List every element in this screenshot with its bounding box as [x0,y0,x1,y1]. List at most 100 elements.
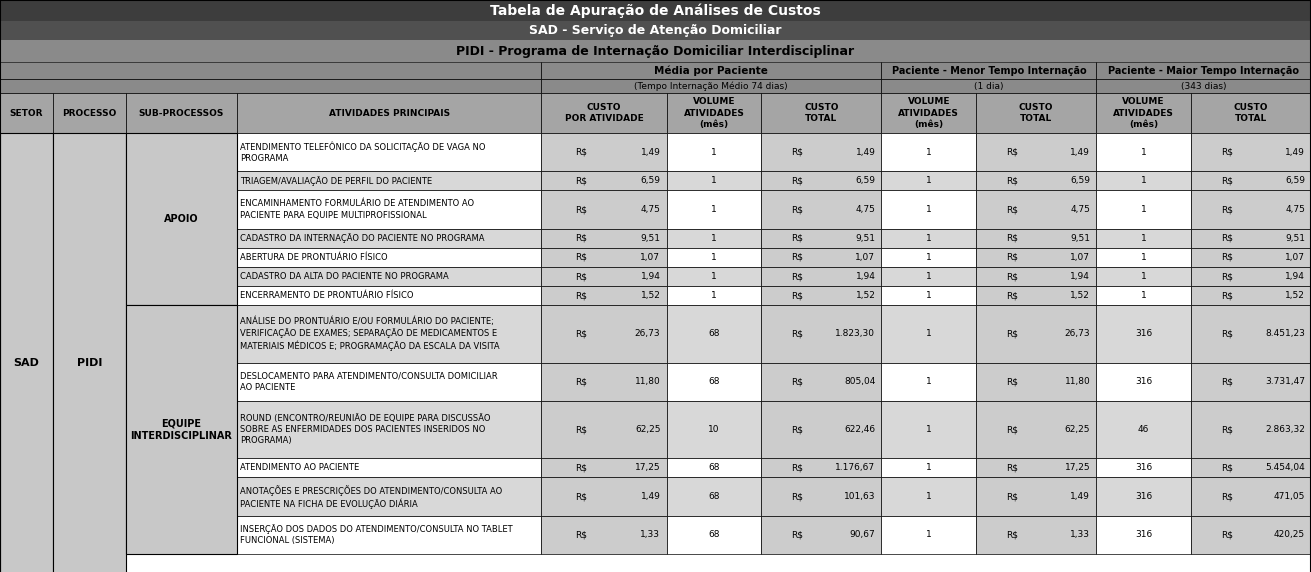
Bar [762,190,881,229]
Text: R$: R$ [792,492,804,501]
Text: 1,94: 1,94 [1285,272,1304,281]
Text: (1 dia): (1 dia) [974,81,1004,90]
Text: R$: R$ [792,378,804,386]
Bar [541,229,667,248]
Text: APOIO: APOIO [164,214,199,224]
Bar [237,516,541,554]
Bar [237,305,541,363]
Bar [52,267,126,286]
Bar [881,171,977,190]
Text: Média por Paciente: Média por Paciente [654,65,768,76]
Bar [52,133,126,171]
Bar [541,458,667,478]
Bar [1096,478,1192,516]
Bar [977,171,1096,190]
Bar [541,363,667,401]
Bar [126,248,237,267]
Bar [667,305,762,363]
Bar [126,190,237,229]
Text: R$: R$ [576,425,587,434]
Bar [237,478,541,516]
Text: 1: 1 [1141,272,1147,281]
Text: 10: 10 [708,425,720,434]
Bar [126,305,237,363]
Bar [126,171,237,190]
Bar [881,286,977,305]
Bar [1192,478,1311,516]
Text: 420,25: 420,25 [1274,530,1304,539]
Text: PIDI: PIDI [76,358,102,368]
Text: ENCERRAMENTO DE PRONTUÁRIO FÍSICO: ENCERRAMENTO DE PRONTUÁRIO FÍSICO [240,291,413,300]
Bar [1096,171,1192,190]
Text: 26,73: 26,73 [1065,329,1091,339]
Text: 9,51: 9,51 [640,234,661,243]
Bar [0,79,541,93]
Bar [762,133,881,171]
Text: 1,52: 1,52 [1285,291,1304,300]
Text: R$: R$ [792,148,804,157]
Text: R$: R$ [1007,329,1019,339]
Text: ROUND (ENCONTRO/REUNIÃO DE EQUIPE PARA DISCUSSÃO
SOBRE AS ENFERMIDADES DOS PACIE: ROUND (ENCONTRO/REUNIÃO DE EQUIPE PARA D… [240,414,490,445]
Bar [541,478,667,516]
Bar [762,516,881,554]
Bar [52,229,126,248]
Bar [1096,363,1192,401]
Bar [126,363,237,401]
Bar [881,229,977,248]
Text: 1,49: 1,49 [1070,148,1091,157]
Text: R$: R$ [576,329,587,339]
Text: PIDI - Programa de Internação Domiciliar Interdisciplinar: PIDI - Programa de Internação Domiciliar… [456,45,855,58]
Bar [52,305,126,363]
Text: R$: R$ [576,234,587,243]
Text: R$: R$ [1221,329,1234,339]
Bar [237,267,541,286]
Text: 1: 1 [926,176,932,185]
Bar [541,305,667,363]
Bar [0,190,52,229]
Bar [667,171,762,190]
Bar [52,190,126,229]
Text: R$: R$ [792,205,804,214]
Text: R$: R$ [576,463,587,472]
Text: R$: R$ [1007,253,1019,262]
Bar [1192,171,1311,190]
Text: ATENDIMENTO TELEFÔNICO DA SOLICITAÇÃO DE VAGA NO
PROGRAMA: ATENDIMENTO TELEFÔNICO DA SOLICITAÇÃO DE… [240,141,485,163]
Text: R$: R$ [1007,272,1019,281]
Text: CUSTO
TOTAL: CUSTO TOTAL [804,103,839,123]
Text: 68: 68 [708,378,720,386]
Bar [541,133,667,171]
Text: R$: R$ [1221,253,1234,262]
Bar [1192,267,1311,286]
Bar [667,229,762,248]
Bar [762,93,881,133]
Text: EQUIPE
INTERDISCIPLINAR: EQUIPE INTERDISCIPLINAR [130,418,232,441]
Text: 1: 1 [926,463,932,472]
Bar [237,229,541,248]
Bar [541,248,667,267]
Text: 17,25: 17,25 [1065,463,1091,472]
Text: R$: R$ [792,463,804,472]
Bar [667,516,762,554]
Text: R$: R$ [1221,205,1234,214]
Text: 62,25: 62,25 [1065,425,1091,434]
Text: 316: 316 [1135,329,1152,339]
Bar [1096,62,1311,79]
Bar [52,458,126,478]
Bar [0,171,52,190]
Text: 1,07: 1,07 [1285,253,1304,262]
Text: 11,80: 11,80 [635,378,661,386]
Bar [126,478,237,516]
Bar [237,171,541,190]
Bar [762,305,881,363]
Text: CUSTO
POR ATIVIDADE: CUSTO POR ATIVIDADE [565,103,644,123]
Bar [1192,286,1311,305]
Text: R$: R$ [576,530,587,539]
Text: 2.863,32: 2.863,32 [1265,425,1304,434]
Text: R$: R$ [792,329,804,339]
Text: 68: 68 [708,463,720,472]
Bar [881,458,977,478]
Text: R$: R$ [1007,205,1019,214]
Bar [126,516,237,554]
Text: R$: R$ [792,253,804,262]
Bar [1096,305,1192,363]
